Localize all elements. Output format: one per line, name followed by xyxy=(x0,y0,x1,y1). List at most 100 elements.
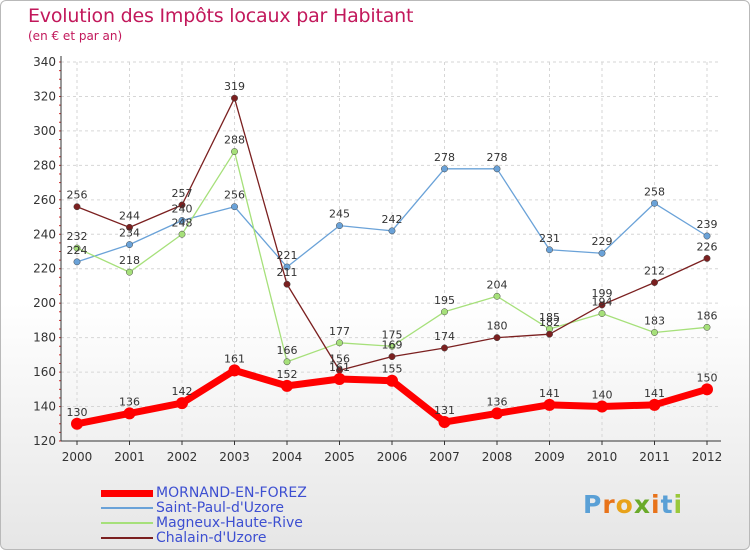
data-point xyxy=(598,310,606,317)
x-tick-label: 2008 xyxy=(482,450,513,464)
data-point xyxy=(598,301,606,309)
data-point xyxy=(493,334,501,342)
data-label: 195 xyxy=(434,294,455,307)
data-point xyxy=(651,329,658,336)
y-tick-label: 260 xyxy=(33,193,56,207)
legend-label: MORNAND-EN-FOREZ xyxy=(156,485,307,501)
data-label: 166 xyxy=(277,344,298,357)
data-label: 226 xyxy=(697,240,718,253)
data-label: 136 xyxy=(487,395,508,408)
data-label: 140 xyxy=(592,389,613,402)
data-label: 239 xyxy=(697,218,718,231)
data-point xyxy=(281,379,293,392)
data-label: 256 xyxy=(67,189,88,202)
x-tick-label: 2001 xyxy=(114,450,145,464)
data-label: 278 xyxy=(487,151,508,164)
x-tick-label: 2012 xyxy=(692,450,723,464)
data-point xyxy=(231,203,238,211)
data-point xyxy=(703,232,711,240)
data-point xyxy=(651,279,658,286)
data-point xyxy=(703,254,711,262)
legend-swatch xyxy=(101,522,153,524)
data-label: 224 xyxy=(67,244,88,257)
data-label: 185 xyxy=(539,311,560,324)
legend-swatch xyxy=(101,507,153,509)
chart-title: Evolution des Impôts locaux par Habitant xyxy=(28,5,414,27)
data-label: 194 xyxy=(592,296,613,309)
data-point xyxy=(388,342,396,350)
data-point xyxy=(333,372,346,385)
x-tick-label: 2004 xyxy=(272,450,303,464)
data-label: 180 xyxy=(487,320,508,333)
data-point xyxy=(231,94,238,102)
data-point xyxy=(283,280,291,288)
data-label: 245 xyxy=(329,208,350,221)
data-label: 211 xyxy=(277,266,298,279)
data-point xyxy=(283,358,291,366)
y-tick-label: 240 xyxy=(33,227,56,241)
data-label: 256 xyxy=(224,189,245,202)
data-label: 242 xyxy=(382,213,403,226)
data-point xyxy=(648,398,661,411)
data-point xyxy=(178,230,186,238)
data-point xyxy=(543,398,556,411)
legend-label: Magneux-Haute-Rive xyxy=(156,515,303,531)
data-label: 257 xyxy=(172,187,193,200)
data-point xyxy=(493,165,501,173)
x-tick-label: 2010 xyxy=(587,450,618,464)
data-label: 240 xyxy=(172,202,193,215)
data-point xyxy=(176,397,188,410)
x-tick-label: 2002 xyxy=(167,450,198,464)
data-label: 142 xyxy=(172,385,193,398)
data-point xyxy=(123,407,136,420)
data-label: 212 xyxy=(644,265,665,278)
data-point xyxy=(701,383,713,396)
y-tick-label: 140 xyxy=(33,400,56,414)
data-point xyxy=(73,203,81,211)
y-tick-label: 340 xyxy=(33,55,56,69)
x-tick-label: 2005 xyxy=(324,450,355,464)
legend-label: Saint-Paul-d'Uzore xyxy=(156,500,284,516)
data-point xyxy=(441,165,448,173)
x-tick-label: 2006 xyxy=(377,450,408,464)
data-point xyxy=(283,263,291,271)
data-label: 152 xyxy=(277,368,298,381)
data-label: 186 xyxy=(697,309,718,322)
data-label: 288 xyxy=(224,134,245,147)
data-label: 244 xyxy=(119,209,140,222)
x-tick-label: 2003 xyxy=(219,450,250,464)
y-tick-label: 300 xyxy=(33,124,56,138)
data-label: 278 xyxy=(434,151,455,164)
data-label: 182 xyxy=(539,316,560,329)
data-point xyxy=(651,199,658,207)
data-label: 234 xyxy=(119,227,140,240)
data-point xyxy=(441,344,448,352)
data-label: 161 xyxy=(224,352,245,365)
data-point xyxy=(178,217,186,224)
data-label: 156 xyxy=(329,352,350,365)
data-point xyxy=(491,407,503,420)
data-label: 141 xyxy=(644,387,665,400)
data-label: 130 xyxy=(67,406,88,419)
data-label: 231 xyxy=(539,232,560,245)
data-label: 232 xyxy=(67,230,88,243)
data-point xyxy=(126,241,133,249)
data-label: 204 xyxy=(487,278,508,291)
data-point xyxy=(126,268,133,276)
x-tick-label: 2009 xyxy=(534,450,565,464)
y-tick-label: 120 xyxy=(33,434,56,448)
data-label: 218 xyxy=(119,254,140,267)
data-label: 248 xyxy=(172,216,193,229)
data-point xyxy=(388,227,396,235)
data-point xyxy=(596,400,608,413)
x-tick-label: 2000 xyxy=(62,450,93,464)
legend-label: Chalain-d'Uzore xyxy=(156,530,267,546)
data-label: 199 xyxy=(592,287,613,300)
legend-swatch xyxy=(101,537,153,539)
data-point xyxy=(73,244,81,252)
y-tick-label: 180 xyxy=(33,331,56,345)
data-label: 258 xyxy=(644,185,665,198)
x-tick-label: 2011 xyxy=(639,450,670,464)
